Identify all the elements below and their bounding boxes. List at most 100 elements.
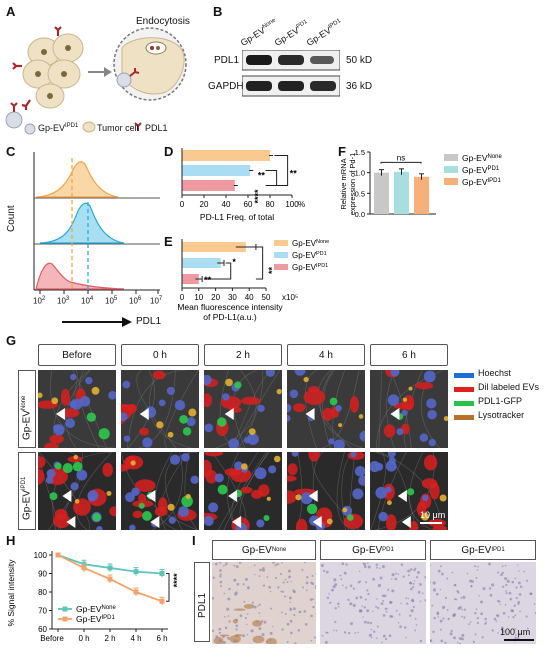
bar-1 xyxy=(182,165,251,176)
arrowhead-icon xyxy=(305,408,315,420)
y-tick-label: 0.0 xyxy=(355,210,365,219)
ihc-nucleus xyxy=(312,598,315,601)
ihc-nucleus xyxy=(449,632,453,636)
nucleus xyxy=(396,428,404,436)
dil-signal xyxy=(204,459,212,478)
ihc-nucleus xyxy=(233,578,237,582)
lysotracker-signal xyxy=(188,408,197,417)
legend-label: Gp-EVNone xyxy=(462,153,503,163)
ihc-brown-stain xyxy=(213,636,224,644)
ihc-nucleus xyxy=(284,578,287,581)
ihc-nucleus xyxy=(297,629,301,632)
nucleus xyxy=(228,438,240,448)
x-tick-label: 50 xyxy=(262,293,271,302)
dil-signal xyxy=(296,518,308,530)
panel-label-a: A xyxy=(6,4,16,19)
ihc-nucleus xyxy=(293,591,296,594)
micro-fiber xyxy=(56,370,78,448)
ihc-nucleus xyxy=(450,629,453,633)
ihc-nucleus xyxy=(363,606,366,609)
dil-signal xyxy=(152,370,166,380)
dil-signal xyxy=(240,486,253,494)
lysotracker-signal xyxy=(342,507,348,513)
ihc-nucleus xyxy=(321,634,324,637)
arrowhead-icon xyxy=(232,516,242,528)
ihc-nucleus xyxy=(412,582,415,585)
nucleus xyxy=(387,394,400,406)
microscopy-image xyxy=(370,370,448,448)
nucleus xyxy=(378,511,388,522)
panel-a-schematic xyxy=(5,26,187,135)
x-tick-label: Before xyxy=(40,634,64,643)
nucleus xyxy=(174,399,186,411)
dil-signal xyxy=(294,488,316,495)
nucleus xyxy=(388,456,396,464)
lysotracker-signal xyxy=(241,463,248,470)
legend-label: Gp-EVIPD1 xyxy=(462,177,502,187)
microscopy-image xyxy=(204,452,282,530)
ihc-nucleus xyxy=(485,621,487,623)
ihc-nucleus xyxy=(293,642,297,644)
nucleus xyxy=(158,399,166,407)
nucleus xyxy=(256,519,265,528)
nucleus xyxy=(222,393,230,401)
panel-label-e: E xyxy=(164,234,173,249)
y-axis-label-line1: Relative mRNA xyxy=(340,158,348,209)
ihc-nucleus xyxy=(370,628,373,631)
histogram-none xyxy=(35,161,119,198)
dil-signal xyxy=(308,452,320,462)
ihc-nucleus xyxy=(398,613,401,616)
lysotracker-signal xyxy=(130,460,136,466)
gfp-signal xyxy=(407,488,415,496)
nucleus xyxy=(204,423,214,433)
ihc-nucleus xyxy=(284,613,287,616)
ihc-nucleus xyxy=(335,629,338,632)
histogram-pd1 xyxy=(39,202,125,244)
ihc-nucleus xyxy=(345,586,348,589)
nucleus xyxy=(121,412,128,422)
arrowhead-icon xyxy=(150,516,160,528)
ihc-nucleus xyxy=(497,571,500,574)
ihc-nucleus xyxy=(238,562,242,564)
x-tick-label: 40 xyxy=(245,293,254,302)
ihc-nucleus xyxy=(357,631,359,634)
arrowhead-icon xyxy=(56,408,66,420)
tumor-cell-legend-icon xyxy=(82,121,96,133)
legend-label-dil: Dil labeled EVs xyxy=(478,382,540,392)
ihc-nucleus xyxy=(517,564,519,566)
ihc-nucleus xyxy=(314,585,316,587)
ihc-nucleus xyxy=(219,569,222,572)
ihc-nucleus xyxy=(447,617,450,621)
dil-signal xyxy=(408,521,419,530)
legend-swatch xyxy=(444,154,458,161)
i-scalebar-label: 100 μm xyxy=(500,627,531,637)
ihc-nucleus xyxy=(223,564,225,567)
gfp-signal xyxy=(142,511,152,521)
nucleus xyxy=(125,492,135,503)
nucleus xyxy=(204,374,212,386)
ihc-nucleus xyxy=(311,574,314,577)
sig-label: ** xyxy=(258,171,266,181)
panel-label-d: D xyxy=(164,144,174,159)
ihc-nucleus xyxy=(364,565,367,569)
chart-d-pdl1-freq: 0 20 40 60 80 100 %PD-L1 Freq. of total*******… xyxy=(180,148,305,222)
bar-0 xyxy=(374,172,389,214)
legend-label-lyso: Lysotracker xyxy=(478,410,525,420)
ihc-nucleus xyxy=(334,620,337,624)
arrow-icon xyxy=(104,67,112,77)
ihc-nucleus xyxy=(372,610,374,613)
ihc-nucleus xyxy=(236,582,240,586)
pdl1-legend-icon xyxy=(134,122,142,131)
ihc-nucleus xyxy=(388,634,392,638)
i-scalebar xyxy=(504,639,534,641)
nucleus xyxy=(123,435,131,442)
ihc-nucleus xyxy=(345,563,348,566)
legend-swatch-gfp xyxy=(454,401,474,406)
sig-bracket xyxy=(265,170,278,186)
sig-label: ** xyxy=(267,266,277,274)
g-scalebar xyxy=(420,522,442,524)
ihc-nucleus xyxy=(233,564,236,567)
ihc-bg xyxy=(320,562,426,644)
ihc-nucleus xyxy=(287,569,291,573)
data-point xyxy=(133,589,139,595)
